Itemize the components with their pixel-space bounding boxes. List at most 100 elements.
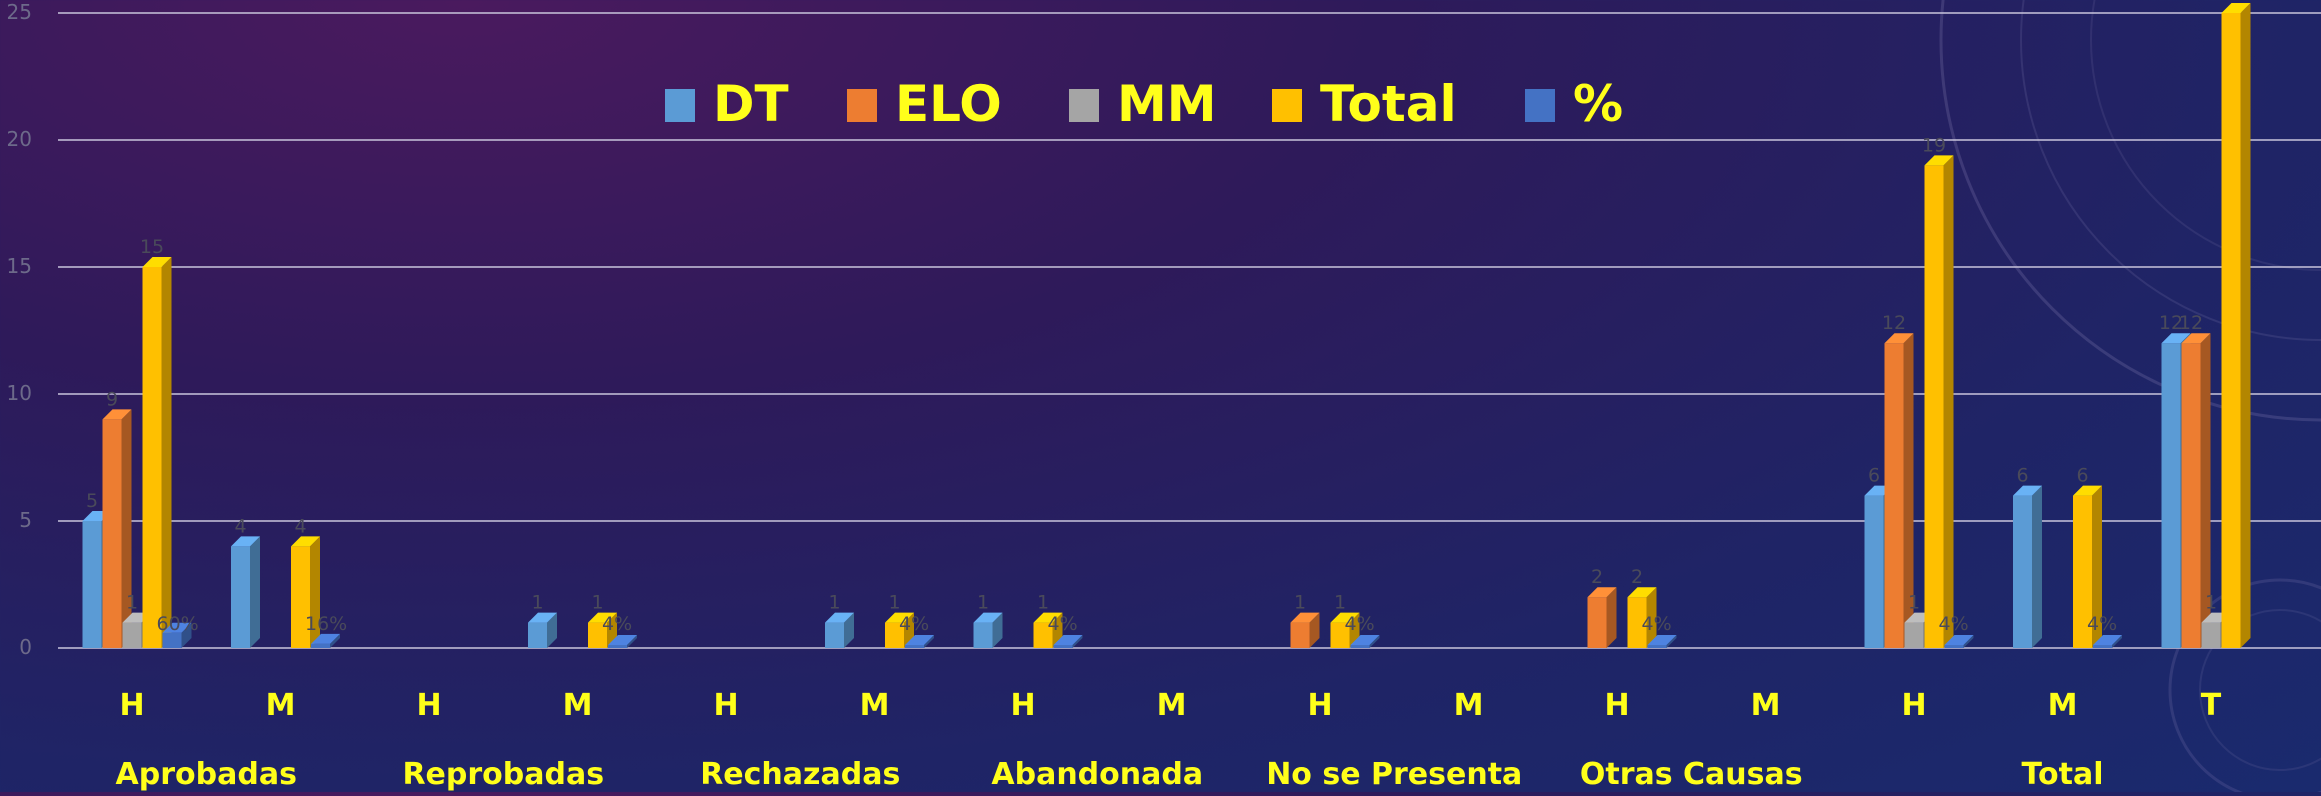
bar-top	[973, 612, 1003, 623]
bar-top	[1053, 635, 1083, 645]
bar-side	[924, 635, 934, 648]
data-label: 9	[106, 388, 118, 410]
legend-swatch-MM	[1069, 89, 1099, 122]
data-label: 6	[2076, 465, 2088, 487]
bar-top	[162, 622, 192, 633]
x-category-label: M	[1751, 688, 1781, 723]
data-label: 19	[1922, 134, 1946, 156]
bar-side	[1606, 587, 1617, 648]
bar-top	[1330, 612, 1360, 623]
bar-Total-10	[1627, 597, 1647, 648]
x-category-label: M	[1454, 688, 1484, 723]
x-group-label: Reprobadas	[402, 757, 604, 792]
y-tick-label: 0	[19, 635, 32, 659]
x-group-label: No se Presenta	[1266, 757, 1522, 792]
bar-side	[1309, 612, 1320, 648]
bar-side	[1369, 635, 1380, 648]
bar-Total-3	[588, 622, 607, 648]
bar-side	[1943, 155, 1954, 648]
bar-DT-0	[82, 521, 102, 648]
bar-top	[2221, 3, 2251, 13]
data-label: 1	[1294, 592, 1306, 614]
legend-label-MM: MM	[1117, 75, 1217, 133]
data-label: 4%	[2087, 613, 2117, 635]
x-category-label: M	[860, 688, 890, 723]
bar-ELO-14	[2181, 343, 2201, 648]
legend-label-ELO: ELO	[895, 75, 1002, 133]
y-axis-ticks: 0 5 10 15 20 25	[7, 0, 32, 659]
bar-DT-14	[2161, 343, 2181, 648]
x-category-label: H	[1604, 688, 1629, 723]
bar-DT-13	[2013, 495, 2032, 648]
data-label: 6	[2016, 465, 2028, 487]
x-category-label: H	[1010, 688, 1035, 723]
bar-side	[310, 536, 320, 648]
bar-top	[311, 633, 340, 644]
bar-%-3	[608, 645, 627, 648]
bar-side	[992, 612, 1003, 648]
bar-top	[2161, 333, 2191, 344]
x-category-label: M	[563, 688, 593, 723]
bar-top	[1627, 587, 1657, 598]
bar-top	[102, 409, 132, 420]
bar-side	[2032, 485, 2042, 648]
bar-top	[142, 257, 172, 267]
bar-side	[1666, 635, 1677, 648]
y-tick-label: 25	[7, 0, 32, 24]
bar-side	[2240, 3, 2251, 648]
data-label: 1	[1334, 592, 1346, 614]
data-label: 1	[126, 592, 138, 614]
bar-top	[528, 612, 557, 623]
y-tick-label: 15	[7, 254, 32, 278]
x-category-label: T	[2201, 688, 2222, 723]
bar-%-13	[2093, 645, 2112, 648]
bar-DT-12	[1864, 495, 1884, 648]
data-label: 4%	[899, 613, 929, 635]
legend-swatch-Total	[1272, 89, 1302, 122]
decorative-dial-background	[1939, 0, 2321, 796]
y-tick-label: 20	[7, 127, 32, 151]
x-category-label: M	[2048, 688, 2078, 723]
bar-top	[2013, 485, 2042, 496]
x-group-label: Otras Causas	[1580, 757, 1803, 792]
bar-%-0	[162, 632, 182, 648]
legend-swatch-DT	[665, 89, 695, 122]
data-label: 12	[2179, 312, 2203, 334]
data-label: 12	[1882, 312, 1906, 334]
legend-swatch-%	[1525, 89, 1555, 122]
x-category-label: H	[119, 688, 144, 723]
bar-side	[1646, 587, 1657, 648]
bar-top	[2093, 635, 2122, 645]
bar-DT-5	[825, 622, 844, 648]
bar-side	[1072, 635, 1083, 648]
data-label: 2	[1631, 566, 1643, 588]
data-label: 1	[2205, 592, 2217, 614]
bar-top	[1290, 612, 1320, 623]
legend: DT ELO MM Total%	[665, 75, 1623, 133]
data-label: 4	[234, 515, 246, 537]
bar-side	[250, 536, 260, 648]
bar-top	[885, 612, 914, 623]
bar-top	[231, 536, 260, 547]
y-tick-label: 10	[7, 381, 32, 405]
bar-Total-12	[1924, 165, 1944, 648]
bar-top	[905, 635, 934, 645]
data-label: 15	[140, 236, 164, 258]
bar-top	[1350, 635, 1380, 645]
bar-side	[844, 612, 854, 648]
bar-side	[2092, 485, 2102, 648]
y-tick-label: 5	[19, 508, 32, 532]
data-label: 1	[977, 592, 989, 614]
data-label: 1	[591, 592, 603, 614]
bar-top	[608, 635, 637, 645]
bar-side	[330, 633, 340, 648]
x-group-label: Rechazadas	[700, 757, 900, 792]
bar-DT-3	[528, 622, 547, 648]
bar-%-5	[905, 645, 924, 648]
data-label: 4%	[1642, 613, 1672, 635]
x-category-label: H	[713, 688, 738, 723]
bar-top	[1587, 587, 1617, 598]
bar-Total-8	[1330, 622, 1350, 648]
